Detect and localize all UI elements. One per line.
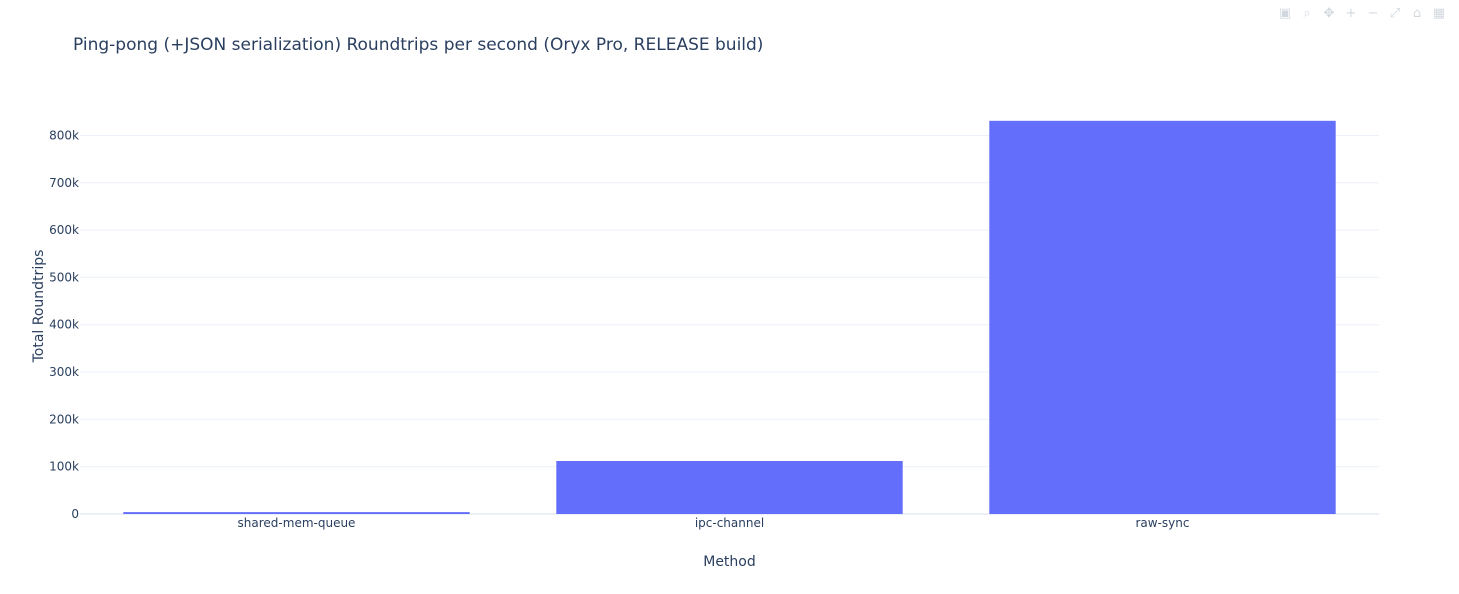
x-tick-labels: shared-mem-queue ipc-channel raw-sync [238, 516, 1190, 530]
y-tick-label: 400k [49, 318, 79, 332]
zoom-in-icon[interactable]: + [1345, 6, 1357, 21]
zoom-out-icon[interactable]: − [1367, 6, 1379, 21]
camera-icon[interactable]: ▣ [1278, 6, 1292, 21]
x-tick-label: shared-mem-queue [238, 516, 356, 530]
y-tick-label: 0 [71, 507, 79, 521]
y-tick-label: 600k [49, 223, 79, 237]
reset-axes-icon[interactable]: ⌂ [1412, 6, 1422, 21]
zoom-icon[interactable]: ⌕ [1303, 6, 1311, 21]
y-axis-title: Total Roundtrips [31, 250, 47, 364]
bar-shared-mem-queue[interactable] [123, 512, 470, 514]
x-axis-title: Method [703, 554, 756, 570]
autoscale-icon[interactable]: ⤢ [1389, 6, 1401, 21]
pan-icon[interactable]: ✥ [1323, 6, 1335, 21]
y-tick-label: 300k [49, 365, 79, 379]
y-tick-label: 100k [49, 460, 79, 474]
plotly-logo-icon[interactable]: ▦ [1432, 6, 1446, 21]
y-tick-label: 500k [49, 270, 79, 284]
y-tick-label: 800k [49, 128, 79, 142]
chart-title: Ping-pong (+JSON serialization) Roundtri… [73, 35, 763, 55]
y-tick-label: 700k [49, 176, 79, 190]
bar-raw-sync[interactable] [989, 120, 1336, 514]
modebar: ▣ ⌕ ✥ + − ⤢ ⌂ ▦ [1277, 6, 1447, 22]
y-tick-label: 200k [49, 412, 79, 426]
y-tick-labels: 0 100k 200k 300k 400k 500k 600k 700k 800k [49, 128, 79, 521]
bars [123, 120, 1336, 514]
bar-ipc-channel[interactable] [556, 461, 903, 514]
x-tick-label: raw-sync [1136, 516, 1190, 530]
x-tick-label: ipc-channel [695, 516, 764, 530]
